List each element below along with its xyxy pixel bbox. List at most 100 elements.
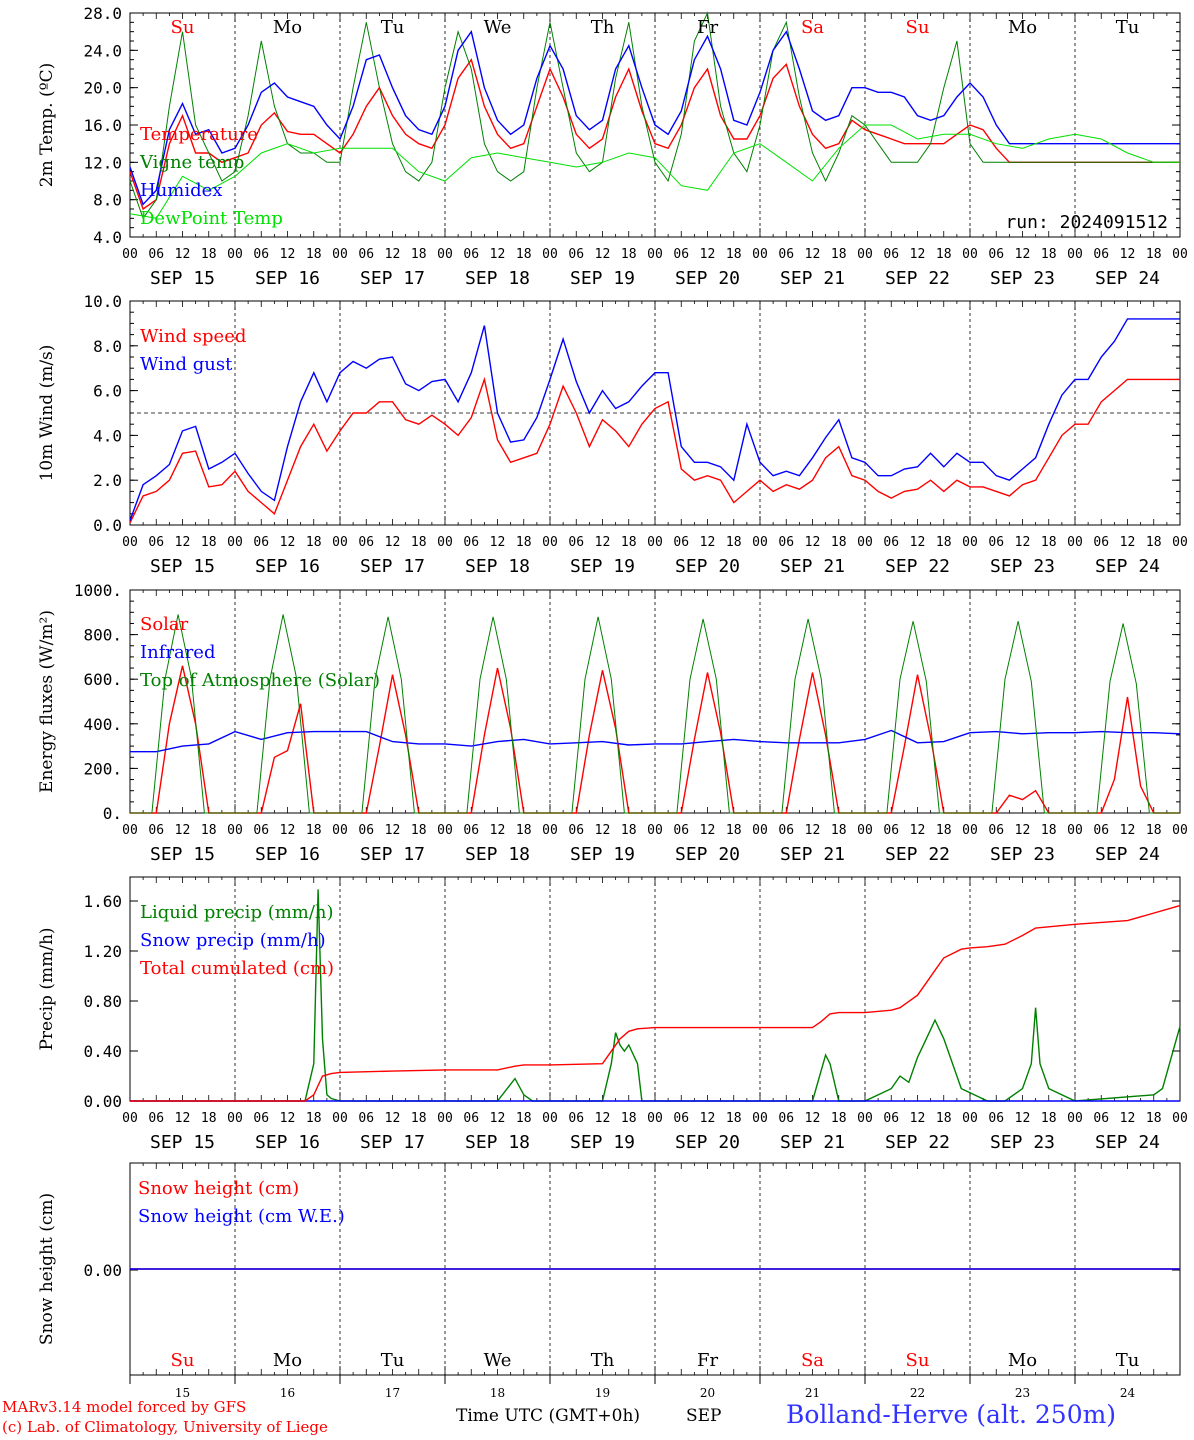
y-tick-label: 600. <box>83 670 122 689</box>
hour-tick-label: 06 <box>463 247 479 262</box>
y-tick-label: 0.80 <box>83 992 122 1011</box>
date-label: SEP 15 <box>150 268 215 289</box>
y-tick-label: 0.00 <box>83 1261 122 1280</box>
date-label: SEP 22 <box>885 556 950 577</box>
legend-entry: Snow height (cm) <box>138 1178 299 1199</box>
y-tick-label: 0.0 <box>93 516 122 535</box>
hour-tick-label: 18 <box>621 1111 637 1126</box>
hour-tick-label: 18 <box>621 247 637 262</box>
date-label: SEP 19 <box>570 1132 635 1153</box>
hour-tick-label: 00 <box>122 823 138 838</box>
legend-entry: Snow precip (mm/h) <box>140 930 326 951</box>
hour-tick-label: 18 <box>726 535 742 550</box>
hour-tick-label: 06 <box>148 1111 164 1126</box>
series-line <box>129 124 1180 219</box>
hour-tick-label: 18 <box>1041 1111 1057 1126</box>
hour-tick-label: 00 <box>1172 823 1188 838</box>
hour-tick-label: 18 <box>411 1111 427 1126</box>
weekday-label: Mo <box>273 17 302 38</box>
hour-tick-label: 06 <box>988 247 1004 262</box>
hour-tick-label: 00 <box>752 823 768 838</box>
plot-frame <box>129 589 1181 814</box>
legend-entry: Infrared <box>140 642 215 663</box>
weekday-label: Th <box>591 1350 615 1371</box>
hour-tick-label: 12 <box>280 535 296 550</box>
station-label: Bolland-Herve (alt. 250m) <box>786 1400 1117 1429</box>
hour-tick-label: 18 <box>516 247 532 262</box>
weekday-label: Su <box>906 17 930 38</box>
hour-tick-label: 06 <box>778 823 794 838</box>
y-tick-label: 1.20 <box>83 942 122 961</box>
weekday-label: Mo <box>273 1350 302 1371</box>
series-line <box>130 729 1181 753</box>
legend-entry: Temperature <box>140 124 258 145</box>
hour-tick-label: 00 <box>1067 535 1083 550</box>
legend-entry: Liquid precip (mm/h) <box>140 902 334 923</box>
hour-tick-label: 18 <box>621 823 637 838</box>
panel-precip: 0.00 0.40 0.80 1.20 1.60 Precip (mm/h) Liquid … <box>37 876 1188 1153</box>
weekday-label: Fr <box>697 1350 718 1371</box>
weekday-label: Fr <box>697 17 718 38</box>
panel-wind: 0.0 2.0 4.0 6.0 8.0 10.0 10m Wind (m/s) Wind sp… <box>37 292 1188 577</box>
hour-tick-label: 00 <box>1172 247 1188 262</box>
weekday-label: We <box>484 1350 512 1371</box>
hour-tick-label: 12 <box>175 247 191 262</box>
hour-tick-label: 00 <box>332 1111 348 1126</box>
date-label: SEP 20 <box>675 1132 740 1153</box>
hour-tick-label: 12 <box>175 823 191 838</box>
hour-tick-label: 18 <box>621 535 637 550</box>
hour-tick-label: 12 <box>910 823 926 838</box>
date-label: SEP 23 <box>990 268 1055 289</box>
panel-energy-fluxes: 0. 200. 400. 600. 800. 1000. Energy fluxes (W/… <box>37 581 1188 865</box>
hour-tick-label: 18 <box>1146 247 1162 262</box>
y-tick-label: 8.0 <box>93 191 122 210</box>
hour-tick-label: 12 <box>1015 823 1031 838</box>
hour-tick-label: 12 <box>1015 247 1031 262</box>
x-axis-label: Time UTC (GMT+0h) <box>456 1406 641 1426</box>
date-label: SEP 17 <box>360 844 425 865</box>
y-tick-label: 28.0 <box>83 4 122 23</box>
y-tick-label: 10.0 <box>83 292 122 311</box>
y-tick-label: 16.0 <box>83 116 122 135</box>
hour-tick-label: 18 <box>516 535 532 550</box>
y-axis-title: Snow height (cm) <box>37 1193 57 1345</box>
y-tick-label: 24.0 <box>83 41 122 60</box>
hour-tick-label: 06 <box>148 535 164 550</box>
hour-tick-label: 00 <box>647 535 663 550</box>
date-label: SEP 17 <box>360 1132 425 1153</box>
y-tick-label: 1000. <box>74 581 122 600</box>
date-label: SEP 24 <box>1095 844 1160 865</box>
hour-tick-label: 06 <box>568 535 584 550</box>
y-tick-label: 4.0 <box>93 228 122 247</box>
hour-tick-label: 12 <box>595 823 611 838</box>
weekday-label: Tu <box>1116 17 1140 38</box>
hour-tick-label: 00 <box>1067 1111 1083 1126</box>
hour-tick-label: 18 <box>726 247 742 262</box>
weekday-label: Tu <box>381 1350 405 1371</box>
legend-entry: Total cumulated (cm) <box>140 958 334 979</box>
hour-tick-label: 12 <box>805 823 821 838</box>
hour-tick-label: 06 <box>1093 1111 1109 1126</box>
hour-tick-label: 06 <box>568 823 584 838</box>
hour-tick-label: 06 <box>988 823 1004 838</box>
day-number: 15 <box>175 1386 190 1400</box>
y-tick-label: 8.0 <box>93 337 122 356</box>
hour-tick-label: 18 <box>936 535 952 550</box>
lab-credit: (c) Lab. of Climatology, University of L… <box>2 1418 328 1436</box>
date-label: SEP 23 <box>990 556 1055 577</box>
hour-tick-label: 00 <box>1067 247 1083 262</box>
hour-tick-label: 06 <box>148 823 164 838</box>
date-label: SEP 18 <box>465 556 530 577</box>
date-label: SEP 21 <box>780 268 845 289</box>
hour-tick-label: 00 <box>542 247 558 262</box>
hour-tick-label: 06 <box>253 1111 269 1126</box>
date-label: SEP 19 <box>570 556 635 577</box>
hour-tick-label: 06 <box>568 1111 584 1126</box>
hour-tick-label: 06 <box>988 535 1004 550</box>
hour-tick-label: 12 <box>595 1111 611 1126</box>
hour-tick-label: 06 <box>988 1111 1004 1126</box>
hour-tick-label: 06 <box>358 823 374 838</box>
hour-tick-label: 06 <box>148 247 164 262</box>
weekday-label: Su <box>906 1350 930 1371</box>
hour-tick-label: 12 <box>1120 823 1136 838</box>
